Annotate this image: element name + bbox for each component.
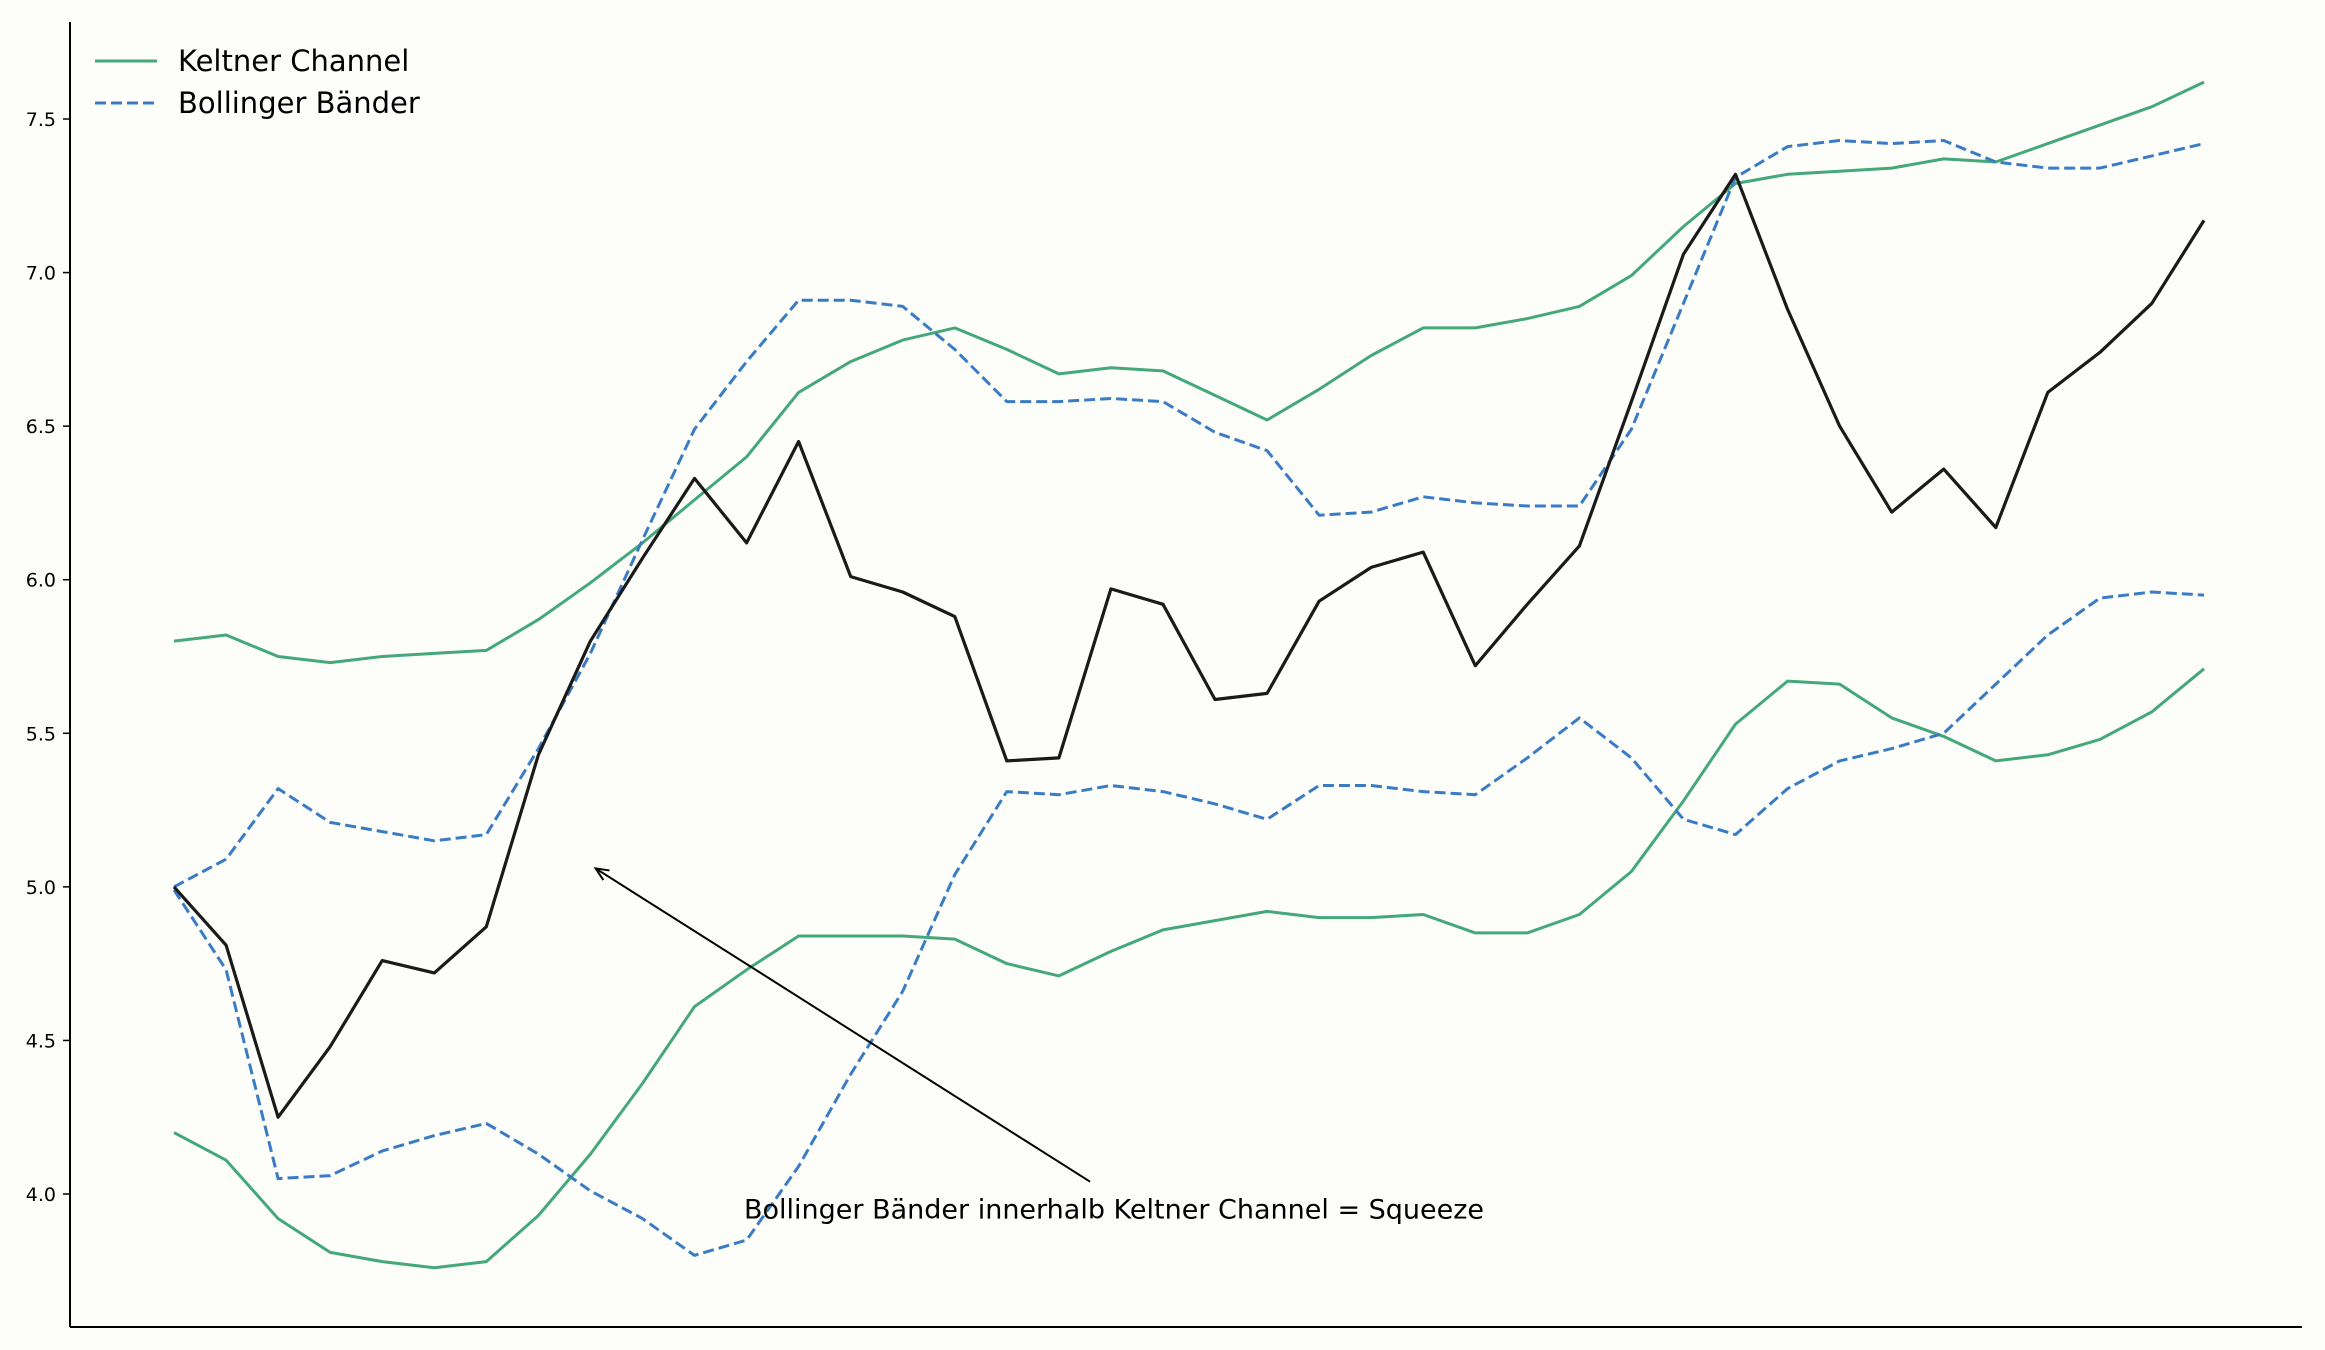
legend-label-keltner: Keltner Channel — [178, 44, 409, 78]
annotation: Bollinger Bänder innerhalb Keltner Chann… — [593, 867, 1484, 1226]
y-tick-label: 5.5 — [26, 723, 56, 745]
legend-label-bollinger: Bollinger Bänder — [178, 86, 420, 120]
axes: 4.0 4.5 5.0 5.5 6.0 6.5 7.0 7.5 — [26, 22, 2302, 1328]
y-tick-label: 7.0 — [26, 263, 56, 285]
price-line — [172, 172, 2206, 1119]
y-tick-label: 7.5 — [26, 109, 56, 131]
y-tick-label: 5.0 — [26, 877, 56, 899]
legend-item-keltner: Keltner Channel — [95, 44, 409, 78]
annotation-arrowhead — [593, 867, 610, 881]
y-tick-label: 6.0 — [26, 570, 56, 592]
y-tick-label: 4.0 — [26, 1184, 56, 1206]
y-ticks: 4.0 4.5 5.0 5.5 6.0 6.5 7.0 7.5 — [26, 109, 70, 1206]
annotation-arrow — [595, 867, 1091, 1183]
bollinger-upper-line — [173, 139, 2205, 889]
y-tick-label: 4.5 — [26, 1030, 56, 1052]
plot-lines — [172, 80, 2206, 1270]
keltner-lower-line — [173, 667, 2205, 1270]
legend-item-bollinger: Bollinger Bänder — [95, 86, 420, 120]
keltner-upper-line — [173, 80, 2205, 665]
y-tick-label: 6.5 — [26, 416, 56, 438]
annotation-text: Bollinger Bänder innerhalb Keltner Chann… — [744, 1195, 1484, 1226]
legend: Keltner Channel Bollinger Bänder — [95, 44, 420, 120]
